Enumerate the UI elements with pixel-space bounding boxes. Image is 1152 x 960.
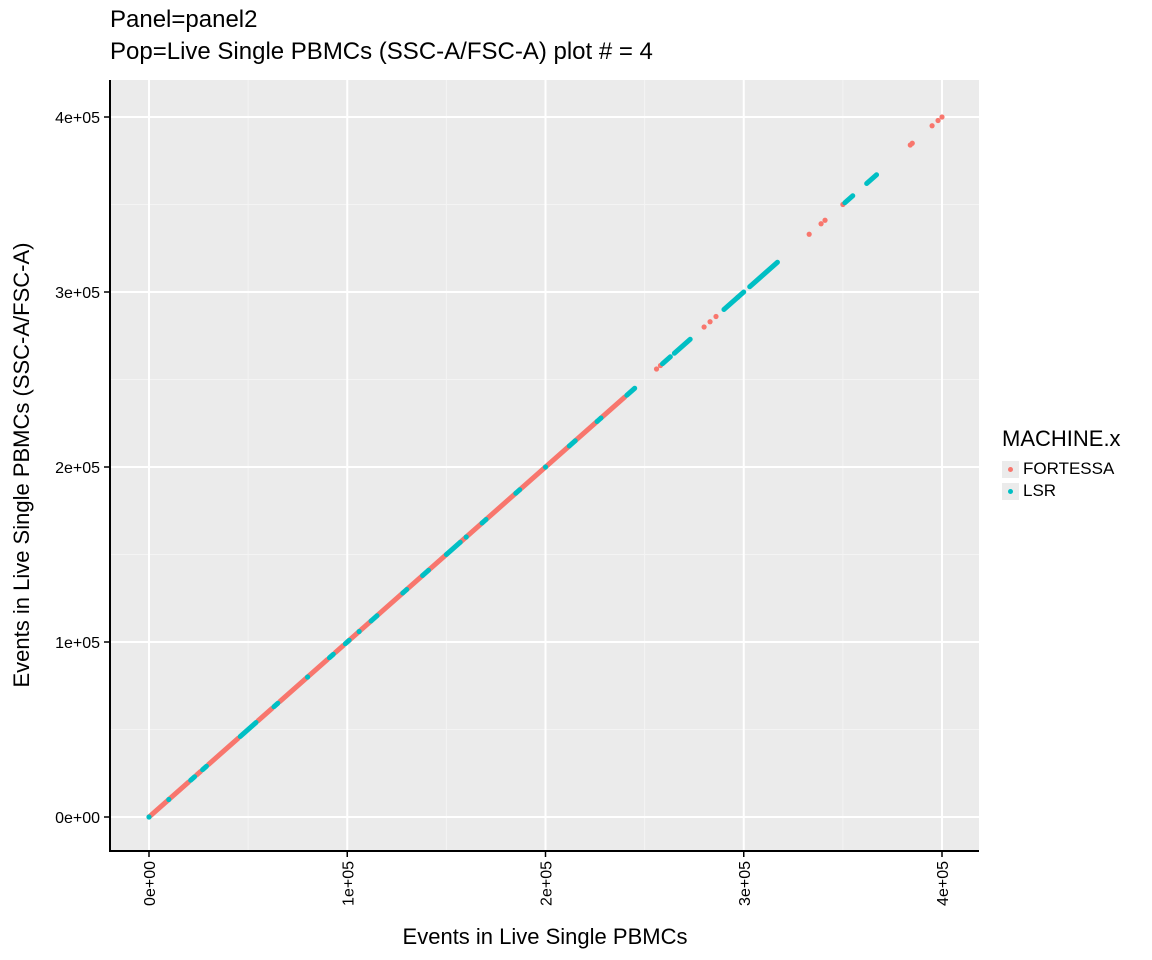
x-axis-label: Events in Live Single PBMCs — [402, 924, 688, 949]
legend-dot-icon — [1008, 466, 1013, 472]
point-fortessa — [653, 366, 660, 372]
point-lsr — [146, 814, 152, 820]
x-tick-label: 1e+05 — [340, 861, 357, 906]
point-run-fortessa — [457, 520, 485, 545]
legend-item-lsr: LSR — [1002, 480, 1121, 502]
x-tick-label: 0e+00 — [142, 861, 159, 906]
y-tick-label: 1e+05 — [55, 635, 100, 652]
point-run-lsr — [659, 354, 673, 367]
x-tick-label: 2e+05 — [539, 861, 556, 906]
point-lsr — [542, 464, 549, 470]
point-run-lsr — [864, 172, 880, 186]
point-run-fortessa — [404, 573, 426, 592]
legend-dot-icon — [1008, 488, 1013, 494]
point-run-lsr — [443, 539, 463, 557]
point-fortessa — [806, 231, 812, 237]
point-fortessa — [701, 324, 707, 330]
point-run-lsr — [400, 587, 410, 596]
legend-key-lsr — [1002, 482, 1019, 500]
x-axis-ticks: 0e+00 1e+05 2e+05 3e+05 4e+05 — [142, 851, 952, 906]
point-run-fortessa — [374, 590, 406, 619]
point-fortessa — [822, 217, 828, 223]
y-tick-label: 3e+05 — [55, 285, 100, 302]
legend-label-lsr: LSR — [1023, 481, 1057, 500]
point-run-lsr — [566, 438, 578, 449]
legend-label-fortessa: FORTESSA — [1023, 459, 1115, 478]
y-axis-label: Events in Live Single PBMCs (SSC-A/FSC-A… — [9, 242, 34, 688]
point-run-lsr — [624, 385, 638, 398]
y-axis-ticks: 0e+00 1e+05 2e+05 3e+05 4e+05 — [55, 110, 110, 827]
legend-item-fortessa: FORTESSA — [1002, 458, 1121, 480]
point-run-fortessa — [255, 706, 275, 724]
y-tick-label: 0e+00 — [55, 810, 100, 827]
point-lsr — [166, 796, 172, 803]
point-run-fortessa — [572, 419, 600, 444]
point-run-lsr — [326, 651, 336, 661]
point-run-lsr — [188, 774, 198, 783]
legend: MACHINE.x FORTESSA LSR — [1002, 426, 1121, 502]
point-run-lsr — [420, 567, 432, 578]
point-run-fortessa — [426, 552, 449, 573]
point-lsr — [305, 674, 311, 680]
point-run-fortessa — [194, 769, 204, 778]
point-run-lsr — [671, 336, 693, 356]
x-tick-label: 3e+05 — [737, 861, 754, 906]
point-run-lsr — [594, 415, 604, 424]
point-fortessa — [929, 123, 935, 129]
point-run-lsr — [513, 487, 523, 496]
point-run-lsr — [721, 289, 747, 312]
point-lsr — [463, 534, 469, 540]
point-fortessa — [818, 221, 824, 227]
point-fortessa — [909, 140, 915, 146]
point-fortessa — [707, 319, 713, 325]
point-run-lsr — [271, 700, 281, 710]
y-tick-label: 2e+05 — [55, 460, 100, 477]
chart-title-line-1: Panel=panel2 — [110, 6, 258, 33]
point-fortessa — [935, 117, 941, 124]
point-run-lsr — [842, 193, 856, 206]
point-run-lsr — [237, 720, 259, 739]
legend-title: MACHINE.x — [1002, 426, 1121, 451]
data-points — [146, 114, 945, 820]
point-fortessa — [939, 114, 945, 120]
point-run-fortessa — [205, 735, 241, 767]
point-fortessa — [713, 313, 719, 320]
point-run-lsr — [342, 637, 352, 647]
point-lsr — [356, 628, 362, 635]
point-run-fortessa — [598, 394, 628, 421]
chart-title-line-2: Pop=Live Single PBMCs (SSC-A/FSC-A) plot… — [110, 38, 653, 65]
point-run-fortessa — [277, 657, 330, 704]
point-run-fortessa — [332, 643, 346, 655]
x-tick-label: 4e+05 — [935, 861, 952, 906]
point-run-lsr — [747, 259, 780, 290]
point-run-fortessa — [483, 490, 519, 522]
point-run-lsr — [368, 613, 380, 624]
point-run-lsr — [200, 763, 209, 773]
y-tick-label: 4e+05 — [55, 110, 100, 127]
point-run-lsr — [479, 517, 489, 526]
legend-key-fortessa — [1002, 460, 1019, 478]
